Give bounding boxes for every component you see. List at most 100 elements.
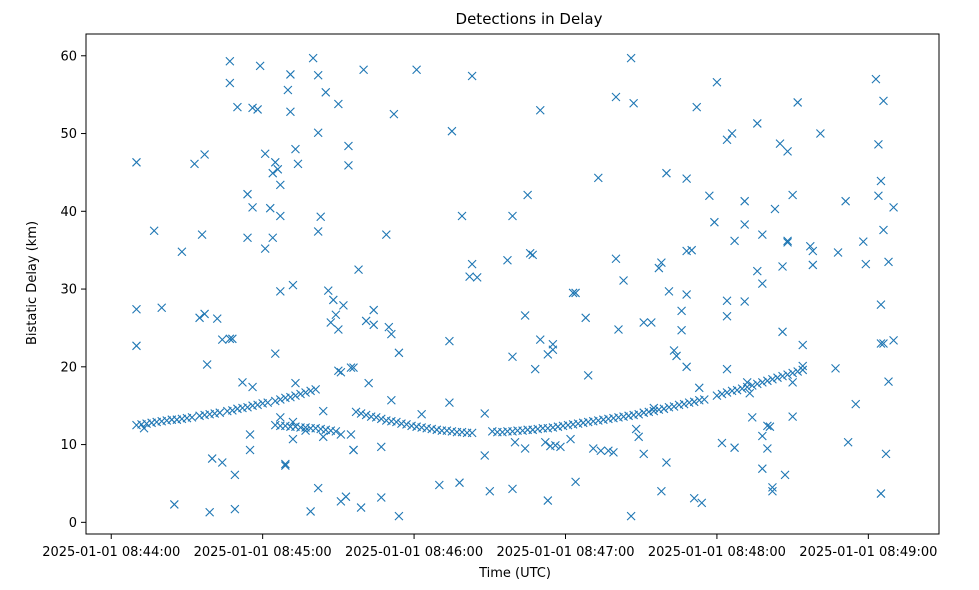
data-point [260,244,270,254]
data-point [783,238,792,247]
data-point [783,236,792,246]
data-point [447,126,457,136]
data-point [149,226,159,236]
data-point [339,300,348,310]
data-point [376,414,386,424]
data-point [381,230,391,240]
data-point [177,247,187,257]
data-point [689,493,699,503]
data-point [225,334,235,344]
data-point [581,313,591,323]
data-point [889,203,898,212]
data-point [699,395,709,404]
data-point [752,119,762,128]
data-point [609,447,618,457]
y-tick-label: 40 [60,205,77,220]
data-point [583,370,593,380]
data-point [336,367,346,377]
data-point [679,399,689,409]
data-point [313,70,323,80]
y-tick-label: 20 [60,360,77,375]
data-point [508,211,517,221]
data-point [434,480,444,490]
data-point [392,417,401,427]
data-point [291,391,300,400]
x-axis-ticks: 2025-01-01 08:44:00 2025-01-01 08:45:00 20… [42,534,937,560]
data-point [861,259,871,269]
data-point [273,164,283,174]
data-point [354,265,363,275]
data-point [710,217,719,227]
data-point [808,260,818,270]
data-point [311,384,321,394]
data-point [336,430,346,439]
data-point [286,70,295,79]
data-point [230,504,240,514]
data-point [788,412,798,421]
data-point [747,412,757,422]
data-point [773,373,782,383]
data-point [293,159,303,169]
data-point [712,77,722,87]
data-point [841,196,851,206]
data-point [376,493,386,502]
data-point [253,400,262,410]
data-point [351,407,361,417]
data-point [248,203,257,212]
data-point [238,377,247,387]
data-point [227,405,237,415]
data-point [634,409,644,419]
data-point [520,311,530,320]
data-point [291,144,300,154]
data-point [528,250,538,260]
data-point [275,180,285,190]
data-point [225,78,235,88]
data-point [649,406,659,416]
data-point [217,335,227,344]
data-point [417,409,427,419]
data-point [788,377,798,387]
data-point [280,461,290,470]
data-point [212,314,222,323]
data-point [871,74,881,84]
data-point [306,507,315,516]
data-point [326,318,336,327]
data-point [727,129,737,138]
data-point [740,220,750,229]
data-point [770,204,780,214]
data-point [548,345,558,355]
data-point [876,339,886,348]
data-point [798,340,808,350]
data-point [588,444,598,453]
data-point [626,511,636,521]
data-point [480,409,490,418]
data-point [712,391,722,400]
data-point [253,105,262,114]
data-point [740,297,750,306]
data-point [215,408,225,418]
x-tick-label: 2025-01-01 08:45:00 [194,545,332,560]
data-point [768,482,777,492]
x-tick-label: 2025-01-01 08:49:00 [799,545,937,560]
data-point [672,351,681,361]
data-point [692,102,702,112]
data-point [328,295,338,305]
data-point [268,233,278,243]
data-point [207,454,217,463]
data-point [190,159,199,169]
data-point [765,422,775,432]
x-axis-label: Time (UTC) [478,566,551,581]
data-point [510,437,520,447]
data-point [369,305,379,315]
data-point [639,318,649,327]
data-point [286,107,295,117]
data-point [376,442,386,452]
data-point [341,492,351,502]
data-point [833,248,843,257]
data-point [225,56,235,66]
y-tick-label: 30 [60,283,77,298]
data-point [169,500,179,509]
data-point [664,286,674,296]
data-point [467,71,477,81]
